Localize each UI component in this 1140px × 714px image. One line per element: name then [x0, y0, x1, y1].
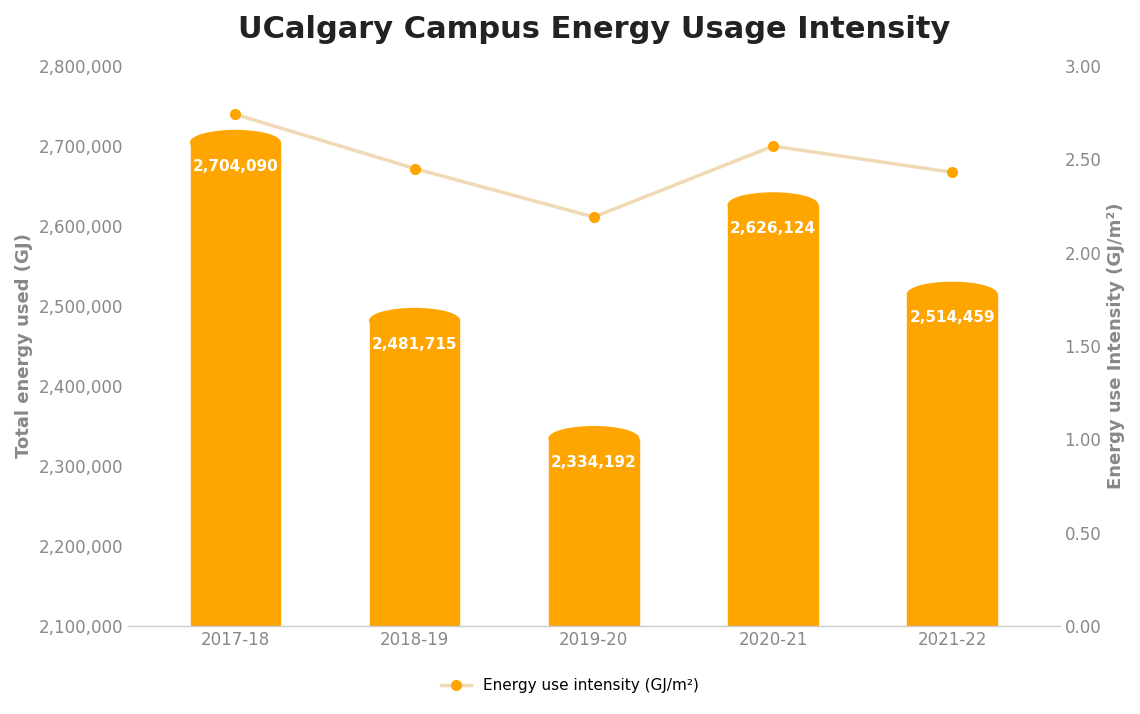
Energy use intensity (GJ/m²) [766, 142, 780, 151]
Ellipse shape [907, 282, 998, 306]
Ellipse shape [369, 308, 459, 333]
Text: 2,626,124: 2,626,124 [730, 221, 816, 236]
Ellipse shape [728, 193, 817, 217]
Energy use intensity (GJ/m²) [408, 164, 422, 173]
Bar [549, 438, 638, 626]
Energy use intensity (GJ/m²) [945, 168, 959, 176]
Y-axis label: Total energy used (GJ): Total energy used (GJ) [15, 233, 33, 458]
Text: 2,481,715: 2,481,715 [372, 336, 457, 351]
Bar [190, 143, 280, 626]
Title: UCalgary Campus Energy Usage Intensity: UCalgary Campus Energy Usage Intensity [237, 15, 950, 44]
Energy use intensity (GJ/m²) [587, 213, 601, 221]
Line: Energy use intensity (GJ/m²): Energy use intensity (GJ/m²) [230, 109, 958, 222]
Legend: Energy use intensity (GJ/m²): Energy use intensity (GJ/m²) [434, 672, 706, 699]
Y-axis label: Energy use Intensity (GJ/m²): Energy use Intensity (GJ/m²) [1107, 203, 1125, 489]
Ellipse shape [549, 427, 638, 451]
Bar [728, 205, 817, 626]
Bar [369, 321, 459, 626]
Text: 2,514,459: 2,514,459 [910, 311, 995, 326]
Text: 2,334,192: 2,334,192 [551, 455, 636, 470]
Bar [907, 294, 998, 626]
Text: 2,704,090: 2,704,090 [193, 159, 278, 174]
Ellipse shape [190, 131, 280, 154]
Energy use intensity (GJ/m²) [229, 110, 243, 119]
